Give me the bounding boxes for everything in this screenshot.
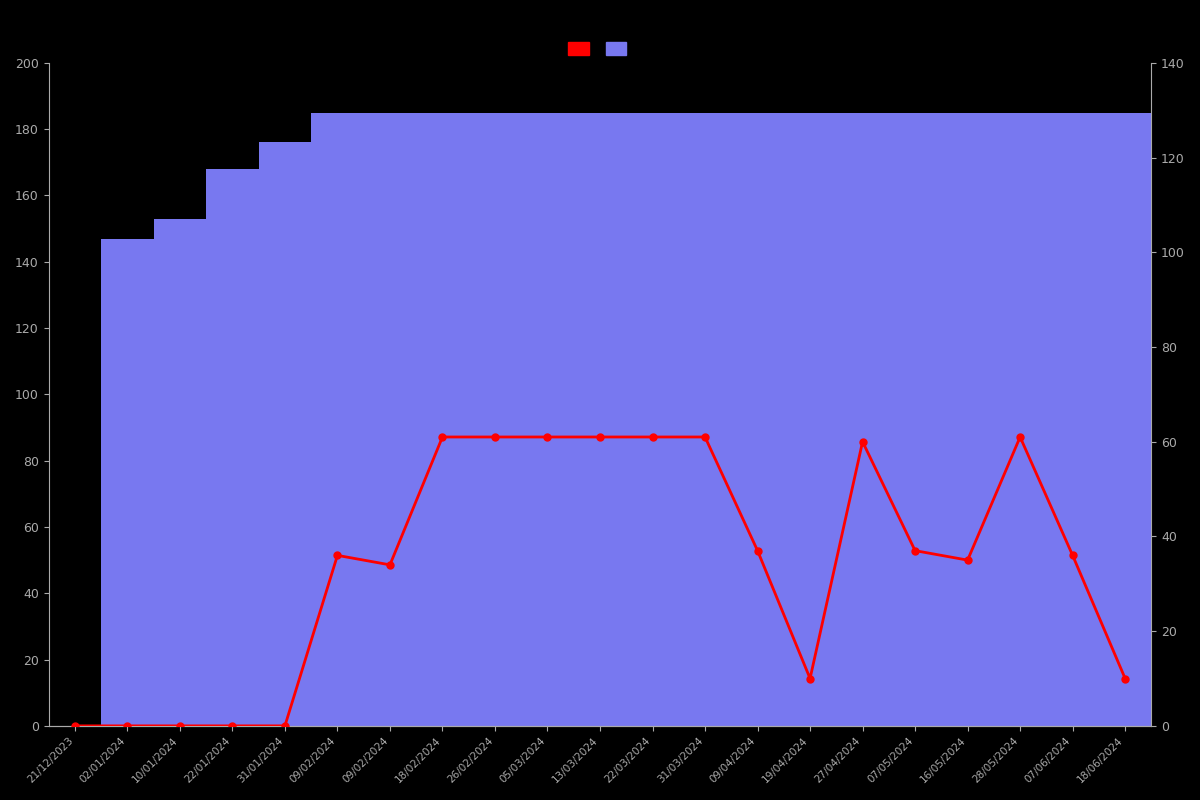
Bar <box>311 113 364 726</box>
Bar <box>259 142 311 726</box>
Bar <box>731 113 784 726</box>
Bar <box>784 113 836 726</box>
Point <box>1116 672 1135 685</box>
Bar <box>521 113 574 726</box>
Point <box>643 430 662 443</box>
Bar <box>101 238 154 726</box>
Point <box>590 430 610 443</box>
Point <box>328 549 347 562</box>
Point <box>275 719 294 732</box>
Point <box>485 430 504 443</box>
Point <box>958 554 977 566</box>
Bar <box>154 218 206 726</box>
Point <box>748 544 767 557</box>
Point <box>118 719 137 732</box>
Bar <box>469 113 521 726</box>
Point <box>433 430 452 443</box>
Bar <box>836 113 889 726</box>
Point <box>380 558 400 571</box>
Bar <box>574 113 626 726</box>
Point <box>696 430 715 443</box>
Point <box>853 435 872 448</box>
Point <box>800 672 820 685</box>
Point <box>538 430 557 443</box>
Bar <box>679 113 731 726</box>
Point <box>170 719 190 732</box>
Point <box>65 719 84 732</box>
Bar <box>416 113 469 726</box>
Bar <box>889 113 941 726</box>
Bar <box>994 113 1046 726</box>
Bar <box>1046 113 1099 726</box>
Point <box>906 544 925 557</box>
Bar <box>1099 113 1152 726</box>
Point <box>1063 549 1082 562</box>
Bar <box>941 113 994 726</box>
Bar <box>206 169 259 726</box>
Point <box>1010 430 1030 443</box>
Bar <box>626 113 679 726</box>
Bar <box>364 113 416 726</box>
Legend: , : , <box>563 37 637 62</box>
Point <box>223 719 242 732</box>
